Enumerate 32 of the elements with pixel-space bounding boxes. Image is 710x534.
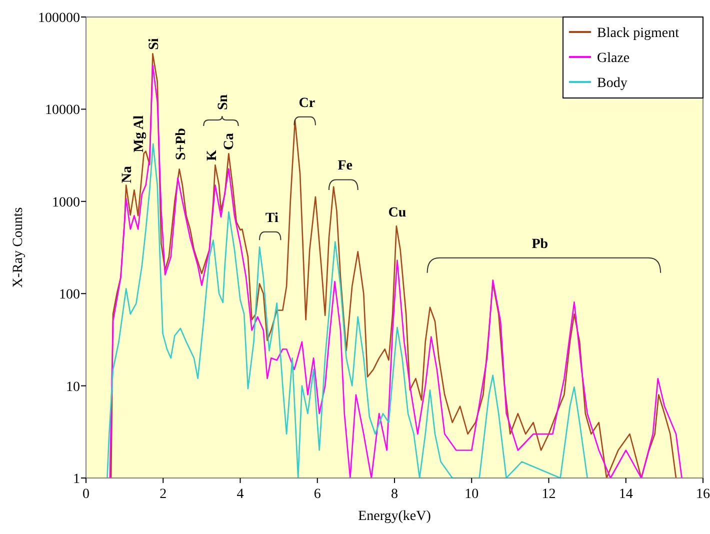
annotation: K <box>204 150 220 161</box>
y-tick-label: 100 <box>59 288 80 303</box>
y-tick-label: 10 <box>66 380 80 395</box>
x-tick-label: 0 <box>82 487 90 502</box>
annotation: S+Pb <box>174 128 190 160</box>
annotation: Ca <box>222 132 237 150</box>
y-tick-label: 1 <box>73 472 80 487</box>
annotation: Ti <box>265 210 278 226</box>
x-tick-label: 4 <box>236 487 244 502</box>
x-tick-label: 8 <box>391 487 398 502</box>
x-tick-label: 2 <box>160 487 167 502</box>
legend-label: Glaze <box>597 51 630 66</box>
x-tick-label: 6 <box>314 487 321 502</box>
annotation: Pb <box>532 236 548 252</box>
annotation: Na <box>120 166 136 184</box>
x-tick-label: 14 <box>618 487 633 502</box>
annotation: Mg Al <box>132 115 148 152</box>
annotation: Fe <box>338 158 353 174</box>
legend-label: Body <box>597 76 628 91</box>
y-tick-label: 100000 <box>38 11 80 26</box>
x-axis-title: Energy(keV) <box>358 509 432 524</box>
y-tick-label: 10000 <box>45 103 80 118</box>
x-tick-label: 16 <box>696 487 710 502</box>
annotation: Si <box>147 38 162 50</box>
y-axis-title: X-Ray Counts <box>11 207 26 288</box>
x-tick-label: 12 <box>542 487 556 502</box>
y-tick-label: 1000 <box>52 195 80 210</box>
annotation: Cu <box>388 205 406 220</box>
legend-label: Black pigment <box>597 26 680 41</box>
annotation: Sn <box>216 94 232 110</box>
x-tick-label: 10 <box>464 487 479 502</box>
annotation: Cr <box>298 96 316 111</box>
